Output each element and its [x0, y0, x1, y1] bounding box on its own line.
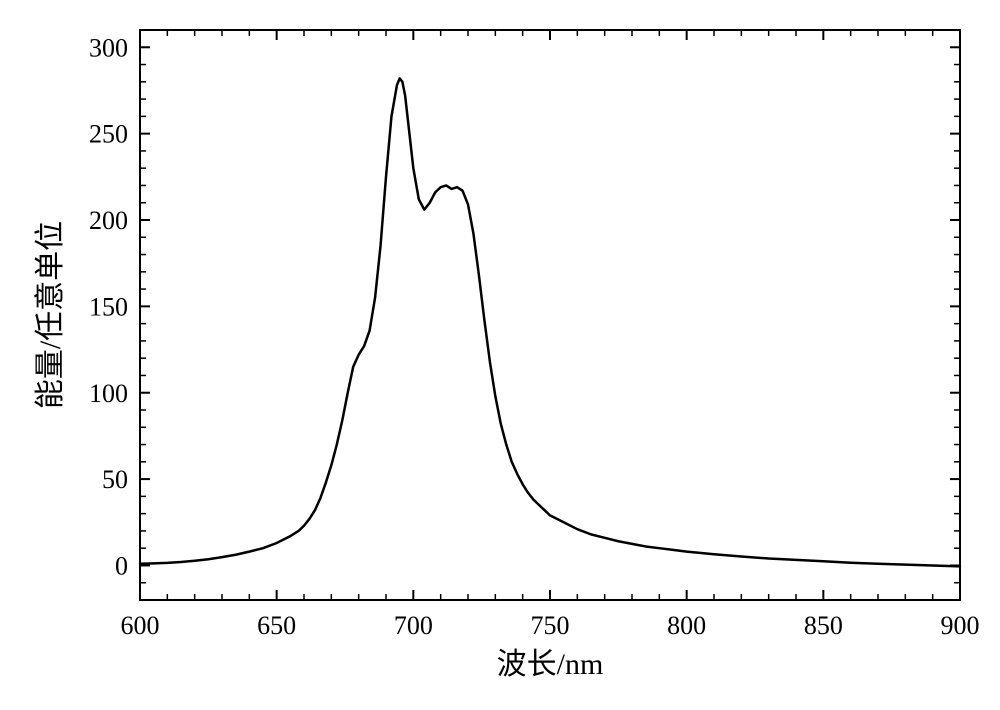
x-axis-label: 波长/nm — [497, 648, 604, 681]
x-tick-label: 800 — [667, 611, 706, 640]
x-tick-label: 850 — [804, 611, 843, 640]
y-axis-label: 能量/任意单位 — [34, 221, 67, 409]
y-tick-label: 200 — [89, 206, 128, 235]
y-tick-label: 0 — [115, 552, 128, 581]
y-tick-label: 150 — [89, 292, 128, 321]
x-tick-label: 650 — [257, 611, 296, 640]
y-tick-label: 50 — [102, 465, 128, 494]
y-tick-label: 250 — [89, 120, 128, 149]
y-tick-label: 300 — [89, 33, 128, 62]
x-tick-label: 700 — [394, 611, 433, 640]
x-tick-label: 900 — [941, 611, 980, 640]
y-tick-label: 100 — [89, 379, 128, 408]
spectrum-line — [140, 78, 960, 566]
spectrum-chart: 600 650 700 750 800 850 900 0 50 100 150 200 250 300 波… — [0, 0, 1000, 710]
chart-svg: 600 650 700 750 800 850 900 0 50 100 150 200 250 300 波… — [0, 0, 1000, 710]
x-tick-label: 750 — [531, 611, 570, 640]
x-tick-label: 600 — [121, 611, 160, 640]
